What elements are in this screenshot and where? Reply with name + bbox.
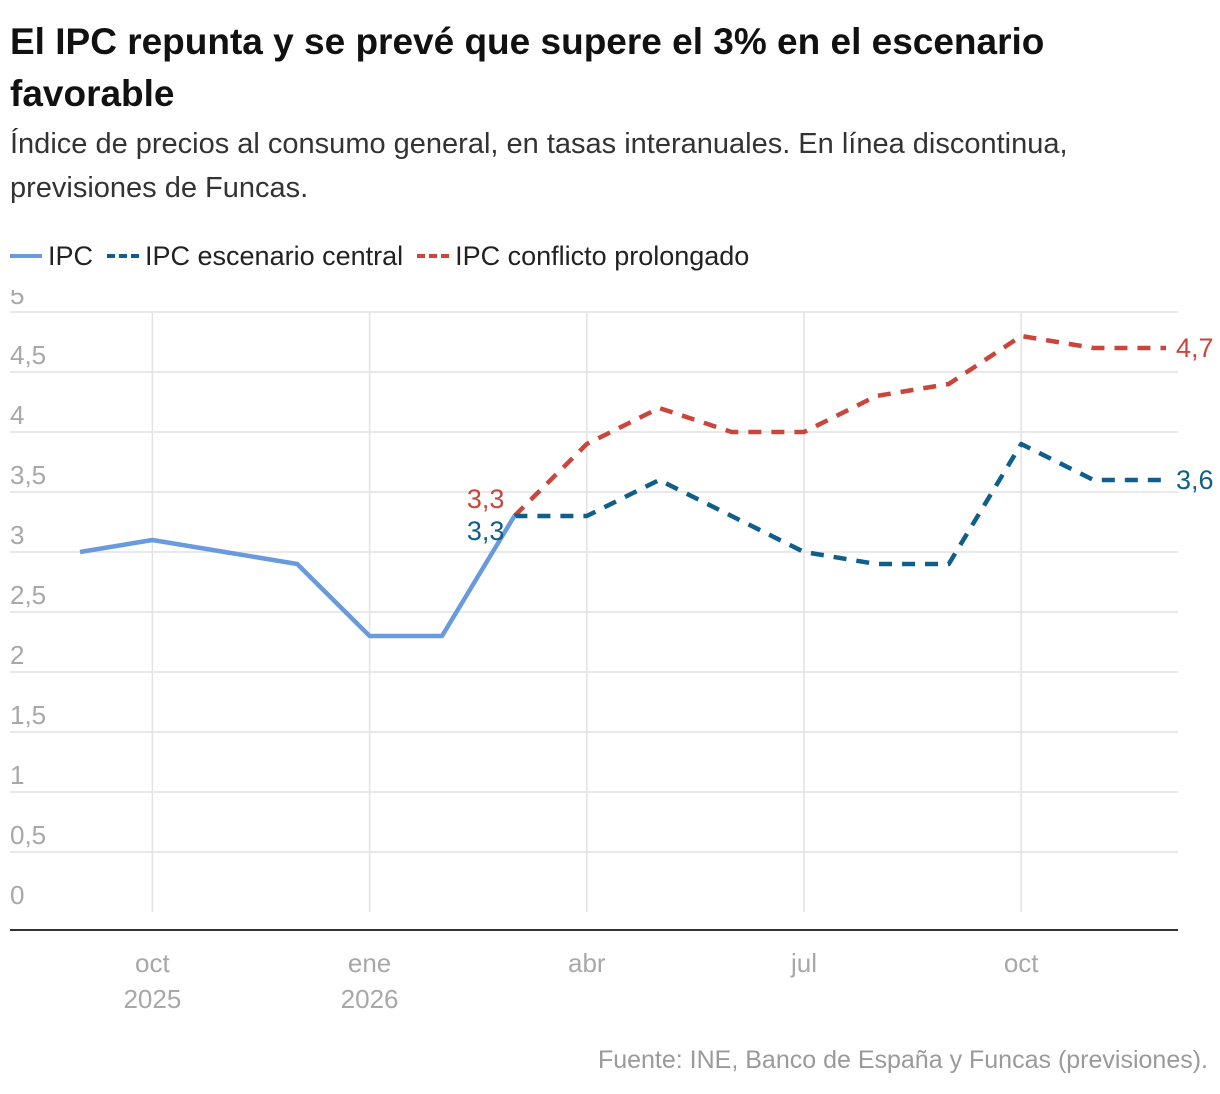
series-line-ipc — [79, 514, 517, 639]
x-tick-label: jul — [790, 948, 817, 978]
y-tick-label: 2,5 — [10, 580, 46, 610]
x-tick-label: ene — [348, 948, 391, 978]
data-label: 3,6 — [1176, 465, 1214, 495]
source-note: Fuente: INE, Banco de España y Funcas (p… — [597, 1046, 1208, 1074]
y-tick-label: 0 — [10, 880, 24, 910]
y-tick-label: 4,5 — [10, 340, 46, 370]
y-tick-label: 0,5 — [10, 820, 46, 850]
data-label: 3,3 — [467, 484, 505, 514]
x-tick-sublabel: 2025 — [123, 984, 181, 1014]
legend-item-ipc: IPC — [10, 241, 93, 272]
x-tick-label: oct — [135, 948, 170, 978]
legend-swatch-central — [107, 254, 140, 258]
chart-subtitle: Índice de precios al consumo general, en… — [10, 128, 1068, 204]
x-tick-label: abr — [568, 948, 606, 978]
data-label: 3,3 — [467, 516, 505, 546]
y-tick-label: 3,5 — [10, 460, 46, 490]
line-chart: 0 0,5 1 1,5 2 2,5 3 3,5 4 4,5 5 oct 2025 ene 2026 abr ju… — [10, 290, 1214, 1014]
series-line-conflict — [512, 333, 1166, 518]
y-tick-label: 4 — [10, 400, 24, 430]
series-line-central — [514, 441, 1166, 567]
y-tick-label: 2 — [10, 640, 24, 670]
x-tick-sublabel: 2026 — [341, 984, 399, 1014]
y-tick-label: 3 — [10, 520, 24, 550]
data-label: 4,7 — [1176, 333, 1214, 363]
legend-swatch-conflict — [417, 254, 450, 258]
x-tick-label: oct — [1004, 948, 1039, 978]
legend-label-ipc: IPC — [48, 240, 94, 271]
legend-item-conflict: IPC conflicto prolongado — [417, 241, 749, 272]
y-tick-label: 1,5 — [10, 700, 46, 730]
legend-label-central: IPC escenario central — [145, 240, 404, 271]
y-tick-label: 1 — [10, 760, 24, 790]
y-tick-label: 5 — [10, 290, 24, 310]
legend-swatch-ipc — [10, 254, 42, 258]
legend-label-conflict: IPC conflicto prolongado — [455, 240, 750, 271]
chart-title: El IPC repunta y se prevé que supere el … — [10, 21, 1045, 114]
legend-item-central: IPC escenario central — [107, 241, 403, 272]
chart-legend: IPC IPC escenario central IPC conflicto … — [10, 238, 763, 274]
